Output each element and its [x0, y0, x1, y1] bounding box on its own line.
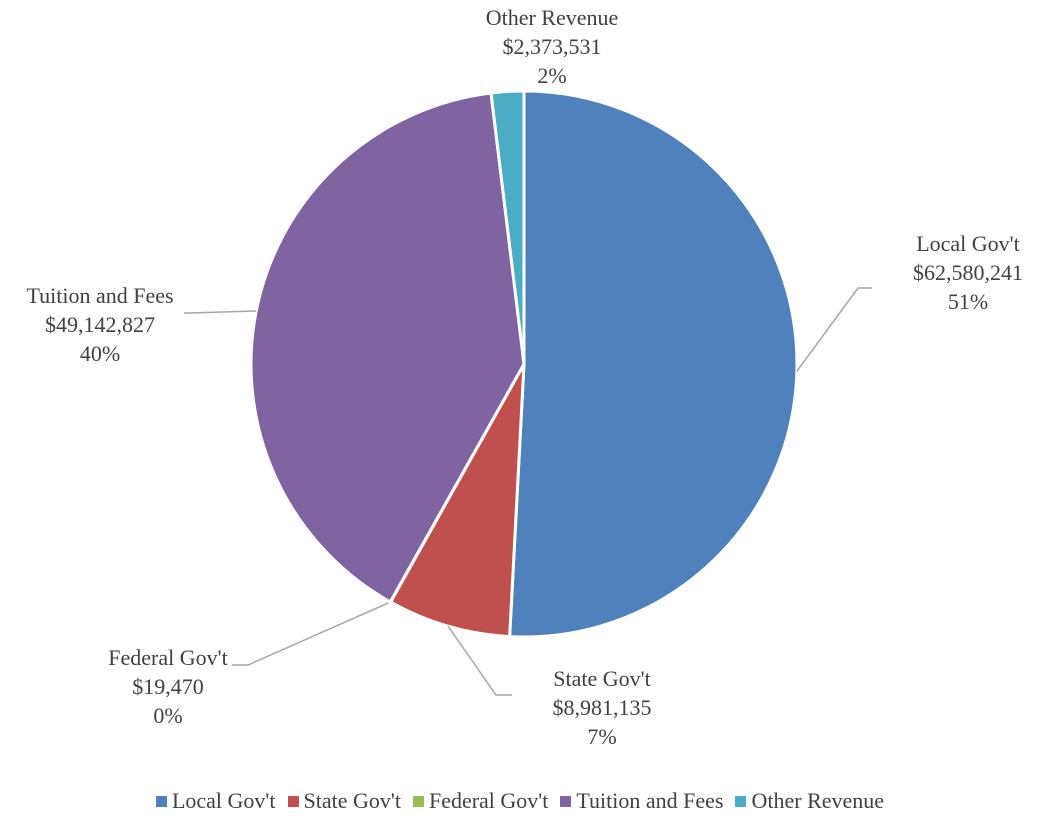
legend-item: Local Gov't	[155, 788, 276, 814]
data-label-category: Other Revenue	[485, 5, 619, 30]
legend-label: Federal Gov't	[428, 788, 549, 813]
data-label-percent: 51%	[947, 289, 989, 314]
legend-label: Tuition and Fees	[576, 788, 724, 813]
pie-slice-other-revenue	[489, 89, 526, 366]
legend-item: Tuition and Fees	[560, 788, 723, 814]
data-label: Local Gov't $62,580,241 51%	[913, 229, 1023, 316]
data-label-percent: 2%	[537, 63, 567, 88]
legend-swatch	[560, 795, 572, 807]
legend-swatch	[735, 795, 747, 807]
pie-slice-local-gov-t	[508, 89, 799, 639]
legend-label: State Gov't	[303, 788, 401, 813]
legend-item: Federal Gov't	[412, 788, 549, 814]
data-label-value: $8,981,135	[552, 695, 652, 720]
data-label-category: Tuition and Fees	[26, 283, 174, 308]
data-label-category: State Gov't	[553, 666, 651, 691]
data-label-percent: 0%	[153, 703, 183, 728]
legend: Local Gov't State Gov't Federal Gov't Tuiti…	[0, 788, 1040, 814]
leader-line	[232, 601, 391, 666]
legend-label: Other Revenue	[751, 788, 885, 813]
leader-line	[447, 625, 512, 696]
data-label-value: $49,142,827	[45, 312, 155, 337]
legend-swatch	[412, 795, 424, 807]
data-label-value: $62,580,241	[913, 260, 1023, 285]
data-label-percent: 40%	[79, 341, 121, 366]
data-label: State Gov't $8,981,135 7%	[553, 664, 652, 751]
legend-label: Local Gov't	[171, 788, 276, 813]
data-label: Other Revenue $2,373,531 2%	[486, 3, 619, 90]
legend-item: Other Revenue	[735, 788, 884, 814]
pie-slice-tuition-and-fees	[249, 91, 526, 604]
legend-item: State Gov't	[287, 788, 401, 814]
data-label-percent: 7%	[587, 724, 617, 749]
legend-swatch	[155, 795, 167, 807]
data-label: Federal Gov't $19,470 0%	[108, 643, 227, 730]
data-label: Tuition and Fees $49,142,827 40%	[26, 281, 173, 368]
data-label-category: Federal Gov't	[108, 645, 228, 670]
legend-swatch	[287, 795, 299, 807]
data-label-value: $19,470	[132, 674, 204, 699]
leader-line	[184, 310, 257, 314]
data-label-category: Local Gov't	[916, 231, 1020, 256]
data-label-value: $2,373,531	[502, 34, 602, 59]
leader-line	[796, 287, 872, 372]
